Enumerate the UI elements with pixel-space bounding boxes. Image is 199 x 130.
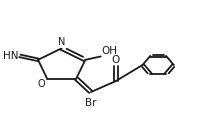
Text: Br: Br <box>85 98 97 108</box>
Text: OH: OH <box>102 46 118 56</box>
Text: O: O <box>38 79 46 89</box>
Text: N: N <box>58 37 65 47</box>
Text: O: O <box>112 55 120 65</box>
Text: HN: HN <box>3 51 18 61</box>
